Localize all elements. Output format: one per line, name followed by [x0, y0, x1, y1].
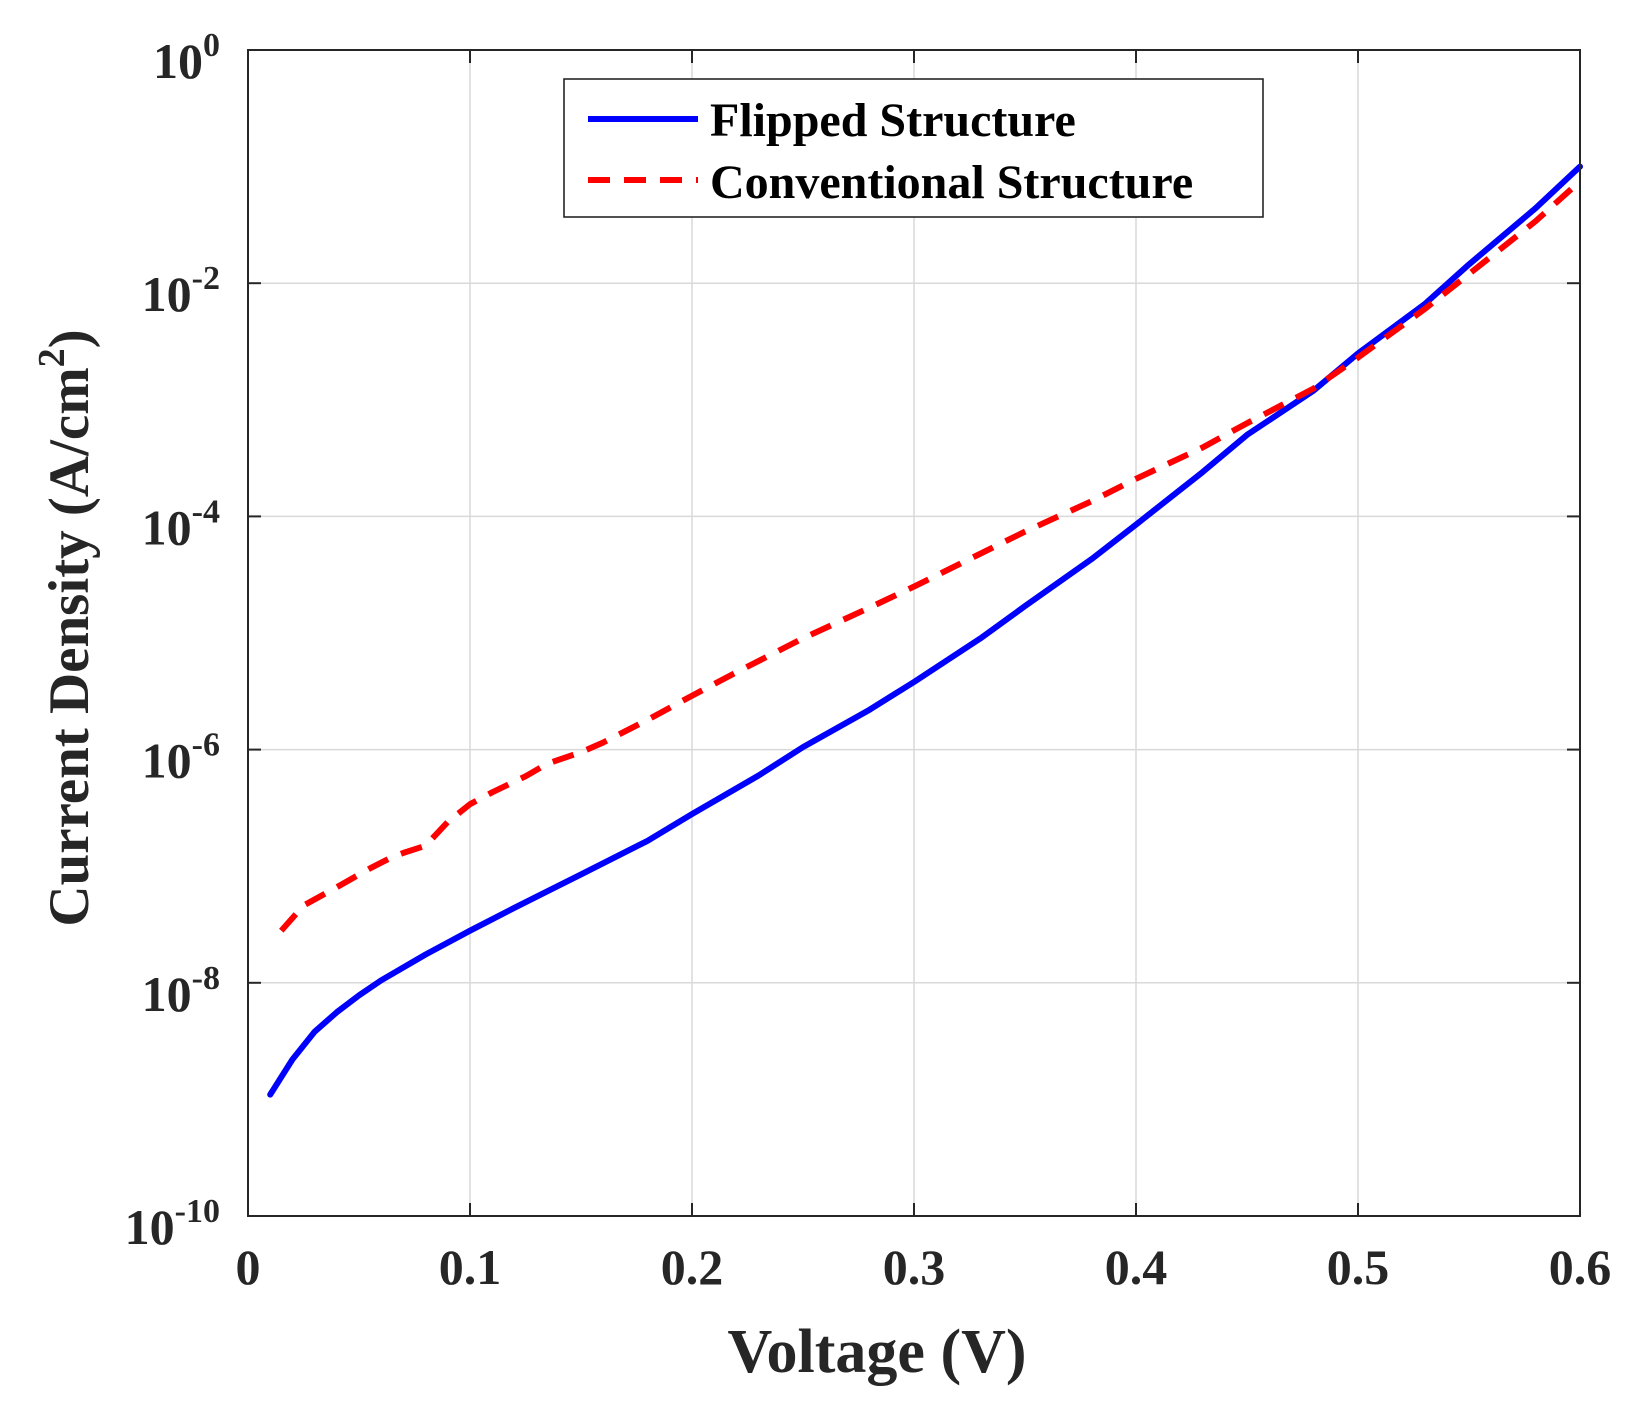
x-tick-label: 0.5 — [1327, 1239, 1390, 1295]
y-tick-label: 10-10 — [125, 1193, 220, 1255]
legend-label-conventional: Conventional Structure — [710, 156, 1193, 209]
x-tick-label: 0 — [236, 1239, 261, 1295]
x-tick-label: 0.3 — [883, 1239, 946, 1295]
y-tick-label-base: 10 — [153, 33, 203, 89]
y-tick-label: 10-6 — [142, 727, 220, 789]
y-tick-label-base: 10 — [142, 733, 192, 789]
y-axis-title-main: Current Density (A/cm — [38, 367, 101, 926]
x-tick-label: 0.2 — [661, 1239, 724, 1295]
series-layer — [267, 163, 1583, 1098]
legend-label-flipped: Flipped Structure — [710, 94, 1076, 147]
y-axis-title: Current Density (A/cm2) — [31, 329, 101, 926]
y-tick-label-base: 10 — [125, 1199, 175, 1255]
x-tick-labels: 0 0.1 0.2 0.3 0.4 0.5 0.6 — [236, 1239, 1612, 1295]
legend-box — [563, 78, 1264, 218]
y-axis-title-superscript: 2 — [31, 348, 73, 367]
y-axis-title-close: ) — [38, 329, 101, 348]
x-tick-label: 0.6 — [1549, 1239, 1612, 1295]
y-tick-label-base: 10 — [142, 966, 192, 1022]
y-tick-label-base: 10 — [142, 266, 192, 322]
y-tick-label-power: -8 — [192, 960, 220, 997]
y-tick-label-power: -6 — [192, 727, 220, 764]
x-tick-label: 0.1 — [439, 1239, 502, 1295]
y-tick-label-base: 10 — [142, 499, 192, 555]
y-tick-label-power: -2 — [192, 260, 220, 297]
y-tick-label-power: -10 — [175, 1193, 220, 1230]
y-tick-label-power: -4 — [192, 493, 220, 530]
x-axis-title: Voltage (V) — [727, 1318, 1026, 1386]
axis-ticks — [247, 49, 1581, 1217]
x-tick-label: 0.4 — [1105, 1239, 1168, 1295]
series-line-conventional — [279, 178, 1583, 933]
y-tick-label: 100 — [153, 27, 220, 89]
y-tick-label: 10-8 — [142, 960, 220, 1022]
legend: Flipped Structure Conventional Structure — [563, 78, 1264, 218]
y-tick-label-power: 0 — [203, 27, 220, 64]
y-tick-label: 10-4 — [142, 493, 220, 555]
y-tick-label: 10-2 — [142, 260, 220, 322]
